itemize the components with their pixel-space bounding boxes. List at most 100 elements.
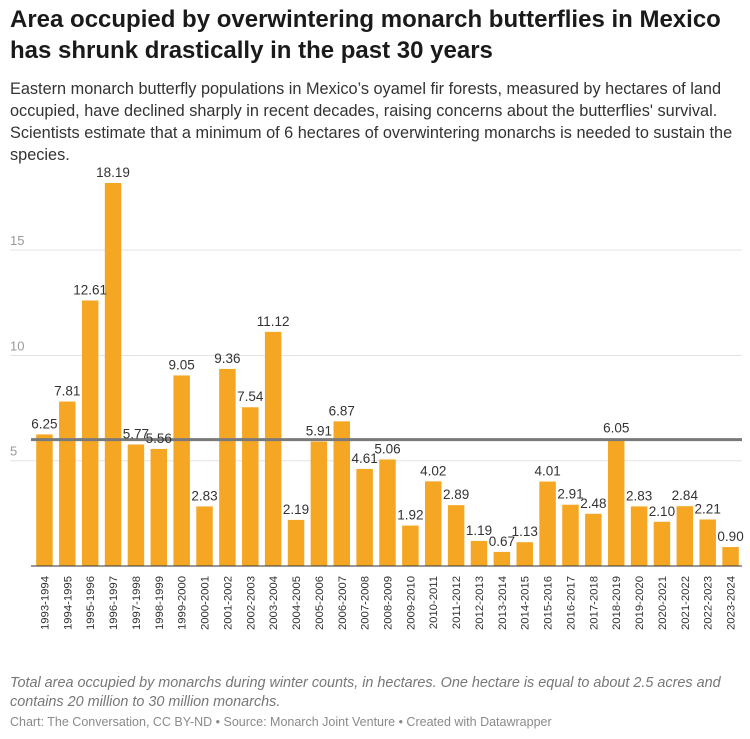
x-tick-label: 1993-1994 bbox=[39, 576, 51, 630]
bar bbox=[607, 438, 625, 566]
x-axis: 1993-1994 1994-1995 1995-1996 1996-1997 1997… bbox=[31, 565, 742, 630]
bar bbox=[356, 468, 373, 566]
bars bbox=[36, 183, 739, 566]
value-label: 2.83 bbox=[626, 488, 652, 503]
value-label: 12.61 bbox=[73, 282, 107, 297]
bar bbox=[470, 540, 488, 566]
bar bbox=[699, 519, 716, 566]
value-label: 2.19 bbox=[283, 502, 309, 517]
x-tick-label: 2001-2002 bbox=[222, 576, 234, 630]
bar bbox=[196, 506, 213, 566]
x-tick-label: 2014-2015 bbox=[520, 576, 532, 630]
chart-subtitle: Eastern monarch butterfly populations in… bbox=[10, 80, 733, 164]
value-label: 2.48 bbox=[580, 496, 606, 511]
bar bbox=[539, 481, 556, 566]
x-tick-label: 2017-2018 bbox=[588, 576, 600, 630]
x-tick-label: 1997-1998 bbox=[131, 576, 143, 630]
bar bbox=[333, 421, 350, 566]
value-labels: 6.25 7.81 12.61 18.19 5.775.56 9.05 2.83 9.36 7.… bbox=[31, 165, 743, 549]
bar bbox=[676, 506, 694, 566]
bar bbox=[36, 434, 53, 566]
value-label: 2.21 bbox=[695, 501, 721, 516]
value-label: 0.90 bbox=[717, 529, 743, 544]
x-tick-label: 2011-2012 bbox=[451, 576, 463, 629]
x-tick-label: 2008-2009 bbox=[383, 576, 395, 630]
value-label: 2.83 bbox=[191, 488, 217, 503]
x-tick-label: 2022-2023 bbox=[703, 576, 715, 630]
y-tick-label: 10 bbox=[10, 338, 24, 353]
x-tick-label: 2023-2024 bbox=[726, 576, 738, 630]
x-tick-label: 2020-2021 bbox=[657, 576, 669, 630]
value-label: 6.25 bbox=[31, 416, 57, 431]
x-tick-label: 1996-1997 bbox=[108, 576, 120, 630]
value-label: 5.56 bbox=[146, 431, 172, 446]
x-tick-label: 2021-2022 bbox=[680, 576, 692, 630]
y-tick-label: 15 bbox=[10, 233, 24, 248]
bar bbox=[173, 375, 190, 566]
value-label: 6.87 bbox=[329, 403, 355, 418]
bar bbox=[310, 441, 328, 566]
bar bbox=[722, 547, 739, 566]
x-tick-label: 2007-2008 bbox=[360, 576, 372, 630]
value-label: 0.67 bbox=[489, 534, 515, 549]
bar bbox=[630, 506, 648, 566]
bar bbox=[127, 444, 145, 566]
bar bbox=[585, 513, 602, 566]
x-tick-label: 2005-2006 bbox=[314, 576, 326, 630]
chart-title: Area occupied by overwintering monarch b… bbox=[10, 6, 721, 64]
value-label: 6.05 bbox=[603, 421, 629, 436]
chart-notes: Total area occupied by monarchs during w… bbox=[10, 675, 721, 710]
bar bbox=[516, 542, 533, 566]
value-label: 9.36 bbox=[214, 351, 240, 366]
bar bbox=[379, 459, 396, 566]
bar bbox=[81, 300, 99, 566]
value-label: 1.19 bbox=[466, 523, 492, 538]
x-tick-label: 2012-2013 bbox=[474, 576, 486, 630]
x-tick-label: 2009-2010 bbox=[405, 576, 417, 630]
bar bbox=[425, 481, 442, 566]
bar bbox=[242, 407, 259, 566]
bar bbox=[264, 331, 282, 566]
x-tick-label: 2003-2004 bbox=[268, 576, 280, 630]
value-label: 2.84 bbox=[672, 488, 699, 503]
y-tick-label: 5 bbox=[10, 444, 17, 459]
value-label: 2.91 bbox=[557, 487, 583, 502]
value-label: 5.91 bbox=[306, 424, 332, 439]
x-tick-label: 2019-2020 bbox=[634, 576, 646, 630]
bar bbox=[402, 525, 419, 566]
x-tick-label: 2015-2016 bbox=[543, 576, 555, 630]
value-label: 18.19 bbox=[96, 165, 130, 180]
x-tick-label: 1999-2000 bbox=[177, 576, 189, 630]
bar-chart: 5 10 15 6.25 7.81 12.61 18.19 5.775.56 9.05 2.83… bbox=[10, 165, 744, 630]
bar bbox=[447, 505, 465, 566]
value-label: 2.89 bbox=[443, 487, 469, 502]
value-label: 1.92 bbox=[397, 508, 423, 523]
bar bbox=[219, 368, 236, 566]
bar bbox=[59, 401, 76, 566]
x-tick-label: 2010-2011 bbox=[428, 576, 440, 629]
value-label: 5.06 bbox=[374, 441, 400, 456]
value-label: 7.54 bbox=[237, 389, 264, 404]
value-label: 7.81 bbox=[54, 384, 80, 399]
x-tick-label: 2004-2005 bbox=[291, 576, 303, 630]
bar bbox=[493, 551, 511, 566]
value-label: 5.77 bbox=[123, 427, 149, 442]
x-tick-label: 1995-1996 bbox=[85, 576, 97, 630]
bar bbox=[653, 521, 671, 566]
value-label: 9.05 bbox=[169, 357, 195, 372]
value-label: 11.12 bbox=[257, 314, 290, 329]
x-tick-label: 2006-2007 bbox=[337, 576, 349, 630]
x-tick-label: 1998-1999 bbox=[154, 576, 166, 630]
bar bbox=[287, 519, 305, 566]
bar bbox=[150, 448, 168, 566]
x-tick-label: 2002-2003 bbox=[245, 576, 257, 630]
x-tick-label: 2013-2014 bbox=[497, 576, 509, 630]
bar bbox=[562, 504, 579, 566]
value-label: 4.61 bbox=[351, 451, 377, 466]
bar bbox=[104, 183, 122, 566]
x-tick-label: 2000-2001 bbox=[200, 576, 212, 630]
x-tick-label: 1994-1995 bbox=[62, 576, 74, 630]
x-tick-label: 2016-2017 bbox=[565, 576, 577, 630]
x-tick-label: 2018-2019 bbox=[611, 576, 623, 630]
value-label: 4.02 bbox=[420, 463, 446, 478]
